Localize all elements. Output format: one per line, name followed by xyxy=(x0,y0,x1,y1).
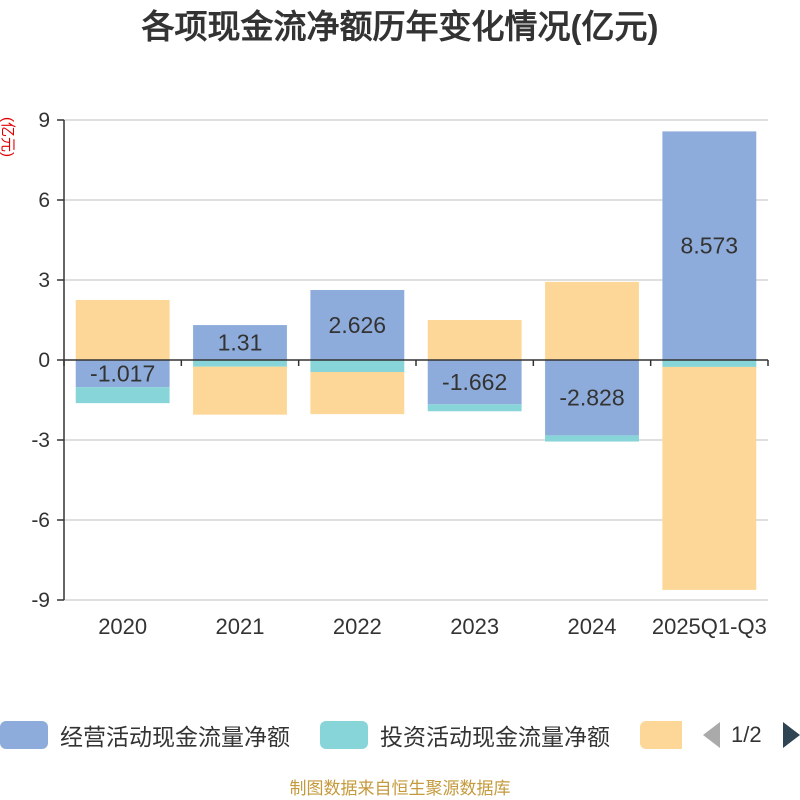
data-label: -2.828 xyxy=(559,385,624,411)
bar-series0-2022 xyxy=(310,289,405,360)
data-labels: -1.017 1.31 2.626 -1.662 -2.828 8.573 xyxy=(90,233,738,411)
y-tick-label: -9 xyxy=(31,589,50,612)
legend-label-investing: 投资活动现金流量净额 xyxy=(380,724,610,750)
axes: 9 6 3 0 -3 -6 -9 2020 2021 2022 2023 2024 2025Q1-Q3 xyxy=(31,109,769,639)
bar-series0-2023 xyxy=(427,360,522,405)
x-tick-label: 2023 xyxy=(450,614,499,639)
legend-swatch-operating xyxy=(0,721,48,749)
data-label: -1.662 xyxy=(442,369,507,395)
bar-series xyxy=(75,131,757,590)
y-tick-label: 9 xyxy=(38,109,50,132)
bar-series0-2021 xyxy=(193,325,287,360)
x-tick-label: 2025Q1-Q3 xyxy=(652,614,767,639)
bar-series1-2025Q1-Q3 xyxy=(662,360,757,367)
bar-series1-2024 xyxy=(545,435,639,442)
chevron-left-icon[interactable] xyxy=(703,722,720,748)
bar-series1-2022 xyxy=(310,360,405,372)
x-tick-label: 2021 xyxy=(216,614,265,639)
bar-series2-2022 xyxy=(310,372,405,415)
y-tick-label: -6 xyxy=(31,509,50,532)
source-footer: 制图数据来自恒生聚源数据库 xyxy=(289,779,511,798)
bar-series2-2025Q1-Q3 xyxy=(662,366,757,590)
bar-series2-2023 xyxy=(427,320,522,360)
legend-item-investing[interactable]: 投资活动现金流量净额 xyxy=(320,719,610,751)
legend-item-third[interactable] xyxy=(640,721,682,749)
legend-item-operating[interactable]: 经营活动现金流量净额 xyxy=(0,719,290,751)
data-label: 2.626 xyxy=(329,312,387,338)
grid-lines xyxy=(64,119,768,601)
chevron-right-icon[interactable] xyxy=(783,722,800,748)
bar-series1-2020 xyxy=(75,387,170,404)
legend: 经营活动现金流量净额 投资活动现金流量净额 1/2 xyxy=(0,719,800,751)
bar-series2-2020 xyxy=(75,300,170,360)
legend-page-indicator: 1/2 xyxy=(731,722,762,747)
bar-series2-2024 xyxy=(545,281,639,360)
y-tick-label: 3 xyxy=(38,269,50,292)
bar-series1-2023 xyxy=(427,404,522,412)
y-tick-label: 6 xyxy=(38,189,50,212)
y-tick-label: -3 xyxy=(31,429,50,452)
legend-swatch-third xyxy=(640,721,682,749)
legend-swatch-investing xyxy=(320,721,368,749)
bar-series0-2020 xyxy=(75,360,170,388)
legend-label-operating: 经营活动现金流量净额 xyxy=(60,724,290,750)
y-tick-label: 0 xyxy=(38,349,50,372)
y-axis-label: (亿元) xyxy=(0,117,16,157)
bar-series0-2025Q1-Q3 xyxy=(662,131,757,360)
bar-series0-2024 xyxy=(545,360,639,436)
x-tick-label: 2024 xyxy=(568,614,617,639)
bar-series2-2021 xyxy=(193,366,287,415)
bar-series1-2021 xyxy=(193,360,287,367)
x-tick-label: 2022 xyxy=(333,614,382,639)
chart-title: 各项现金流净额历年变化情况(亿元) xyxy=(141,8,659,45)
data-label: 1.31 xyxy=(218,330,263,356)
data-label: -1.017 xyxy=(90,361,155,387)
x-tick-label: 2020 xyxy=(98,614,147,639)
data-label: 8.573 xyxy=(681,233,739,259)
